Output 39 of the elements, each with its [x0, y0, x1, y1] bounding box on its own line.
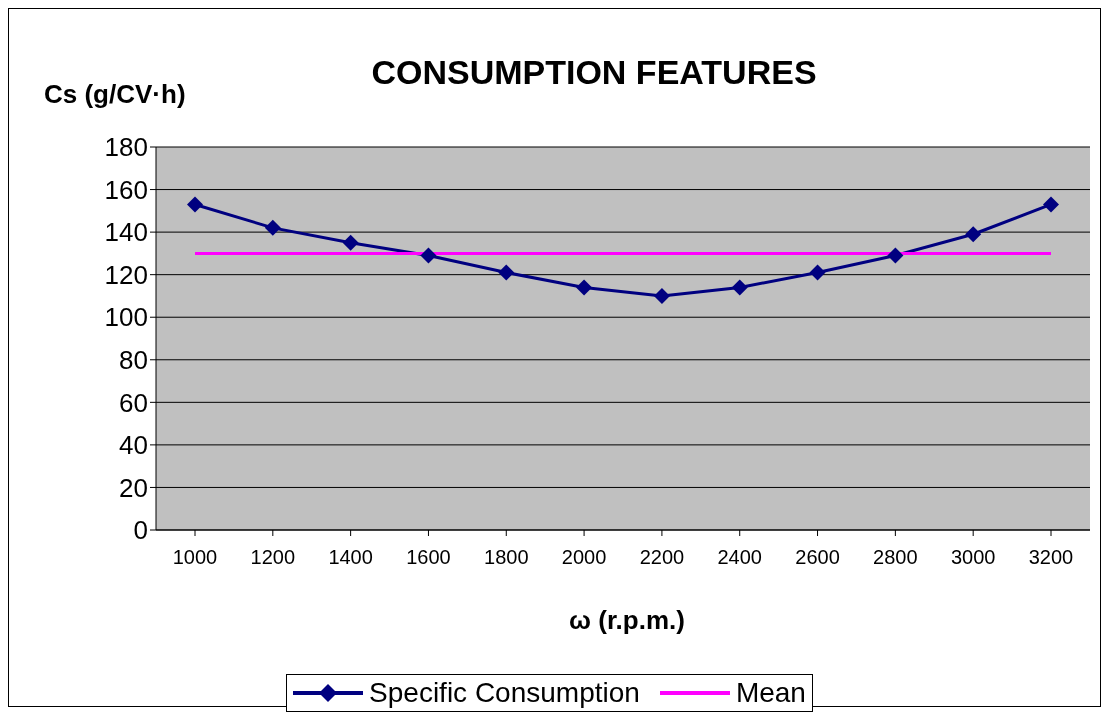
chart-title: CONSUMPTION FEATURES	[371, 53, 817, 91]
x-tick-label: 2200	[639, 546, 685, 569]
point	[965, 226, 982, 243]
y-tick-label: 80	[119, 345, 148, 376]
point	[653, 287, 670, 304]
y-tick-label: 60	[119, 387, 148, 418]
legend-label: Specific Consumption	[369, 677, 640, 709]
x-tick-label: 1200	[250, 546, 296, 569]
point	[187, 196, 203, 213]
point	[887, 247, 904, 264]
y-tick-label: 0	[133, 515, 148, 546]
point	[731, 279, 748, 296]
y-tick-label: 40	[119, 430, 148, 461]
y-tick-label: 20	[119, 472, 148, 503]
x-tick-label: 1000	[172, 546, 218, 569]
point	[342, 234, 359, 251]
legend-label: Mean	[735, 677, 806, 709]
point	[809, 264, 826, 281]
point	[1043, 196, 1059, 213]
y-tick-label: 120	[104, 259, 148, 290]
x-tick-label: 1400	[328, 546, 373, 569]
point	[420, 247, 437, 264]
y-tick-label: 180	[104, 132, 148, 163]
point	[264, 219, 281, 236]
x-axis-title: ω (r.p.m.)	[568, 605, 686, 636]
point	[576, 279, 593, 296]
y-tick-label: 140	[104, 217, 148, 248]
x-tick-label: 3000	[950, 546, 996, 569]
x-tick-label: 3200	[1028, 546, 1074, 569]
y-axis-title: Cs (g/CV·h)	[44, 79, 186, 110]
y-tick-label: 160	[104, 174, 148, 205]
x-tick-label: 2000	[561, 546, 607, 569]
x-tick-label: 2600	[795, 546, 840, 569]
x-tick-label: 2800	[873, 546, 918, 569]
y-tick-label: 100	[104, 302, 148, 333]
point	[498, 264, 515, 281]
x-tick-label: 1600	[406, 546, 451, 569]
x-tick-label: 2400	[717, 546, 762, 569]
x-tick-label: 1800	[484, 546, 529, 569]
